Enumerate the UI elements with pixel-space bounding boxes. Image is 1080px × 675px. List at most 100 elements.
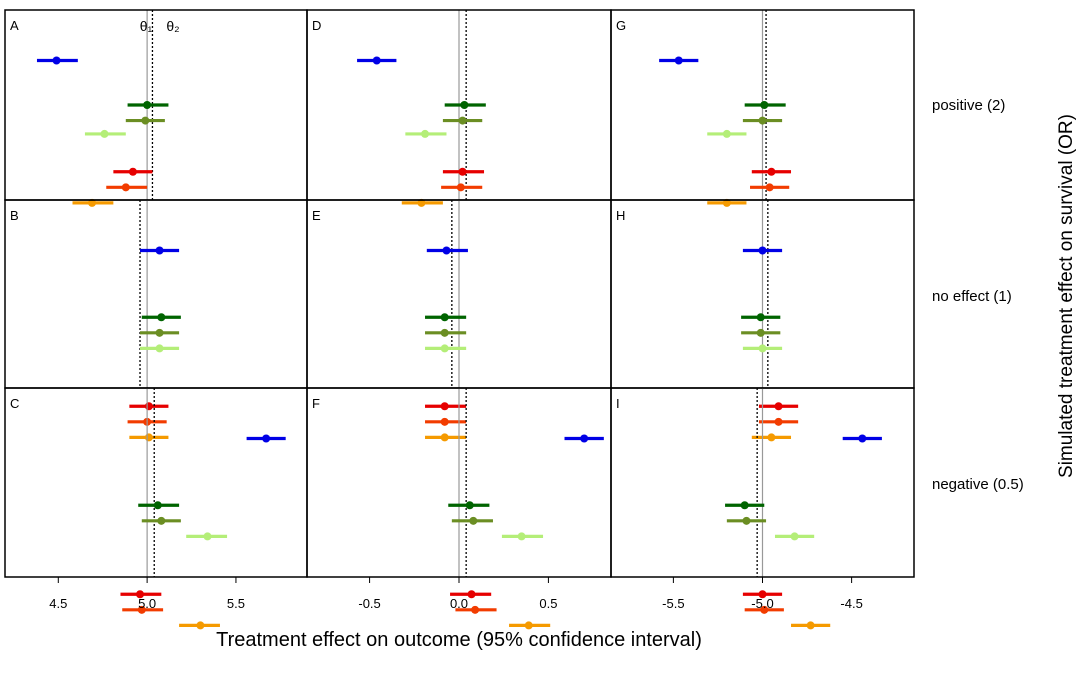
point-estimate-a-3 — [100, 129, 109, 138]
point-estimate-c-1 — [153, 501, 162, 510]
point-estimate-d-1 — [460, 101, 469, 109]
panel-frame — [4, 199, 308, 389]
point-estimate-i-4 — [758, 590, 767, 599]
point-estimate-g-1 — [760, 101, 769, 109]
panel-letter: I — [616, 396, 620, 411]
point-estimate-a-5 — [121, 183, 130, 192]
point-estimate-e-0 — [442, 246, 451, 255]
point-estimate-b-2 — [155, 328, 164, 337]
x-tick-label: -5.0 — [751, 596, 773, 611]
point-estimate-f-0 — [580, 434, 589, 443]
x-axes-layer: 4.5 5.0 5.5 -0.5 0.0 0.5 -5.5 -5.0 -4.5 — [49, 577, 863, 611]
point-estimate-h-4 — [774, 402, 783, 411]
panel-letter: H — [616, 208, 625, 223]
point-estimate-h-3 — [758, 344, 767, 353]
point-estimate-g-5 — [765, 183, 774, 192]
point-estimate-i-2 — [742, 516, 751, 525]
point-estimate-e-3 — [440, 344, 449, 353]
point-estimate-a-1 — [143, 101, 152, 109]
point-estimate-f-4 — [467, 590, 476, 599]
point-estimate-b-6 — [144, 433, 153, 442]
point-estimate-e-5 — [440, 417, 449, 426]
point-estimate-g-3 — [722, 129, 731, 138]
point-estimate-d-0 — [372, 56, 381, 65]
x-axis-col-2: -0.5 0.0 0.5 — [358, 577, 557, 611]
x-axis-title: Treatment effect on outcome (95% confide… — [216, 629, 702, 651]
point-estimate-e-4 — [440, 402, 449, 411]
point-estimate-b-1 — [157, 313, 166, 322]
panel-letter: G — [616, 18, 626, 33]
point-estimate-c-6 — [196, 621, 205, 630]
point-estimate-c-2 — [157, 516, 166, 525]
point-estimate-f-1 — [465, 501, 474, 510]
panel-letter: A — [10, 18, 19, 33]
point-estimate-c-4 — [136, 590, 145, 599]
point-estimate-e-1 — [440, 313, 449, 322]
point-estimate-h-0 — [758, 246, 767, 255]
point-estimate-h-2 — [756, 328, 765, 337]
point-estimate-f-6 — [524, 621, 533, 630]
point-estimate-a-4 — [128, 167, 137, 176]
x-tick-label: 5.5 — [227, 596, 245, 611]
point-estimate-b-4 — [144, 402, 153, 411]
point-estimate-b-3 — [155, 344, 164, 353]
point-estimate-i-3 — [790, 532, 799, 541]
point-estimate-g-0 — [674, 56, 683, 65]
point-estimate-d-6 — [417, 198, 426, 207]
x-tick-label: -4.5 — [840, 596, 862, 611]
panel-letter: F — [312, 396, 320, 411]
panels-layer: A B C D E F G H I — [4, 9, 915, 630]
panel-f: F — [306, 387, 612, 630]
point-estimate-f-5 — [471, 605, 480, 614]
point-estimate-e-6 — [440, 433, 449, 442]
panel-c: C — [4, 387, 308, 630]
x-axis-col-3: -5.5 -5.0 -4.5 — [662, 577, 863, 611]
x-tick-label: 5.0 — [138, 596, 156, 611]
point-estimate-a-0 — [52, 56, 61, 65]
row-label-no-effect: no effect (1) — [932, 288, 1012, 305]
point-estimate-g-2 — [758, 116, 767, 125]
point-estimate-i-6 — [806, 621, 815, 630]
panel-letter: C — [10, 396, 19, 411]
x-tick-label: 4.5 — [49, 596, 67, 611]
point-estimate-e-2 — [440, 328, 449, 337]
panel-b: B — [4, 199, 308, 442]
point-estimate-b-0 — [155, 246, 164, 255]
panel-d: D — [306, 9, 612, 207]
x-tick-label: -5.5 — [662, 596, 684, 611]
panel-h: H — [610, 199, 915, 442]
point-estimate-a-2 — [141, 116, 150, 125]
theta1-label: θ₁ — [140, 18, 153, 34]
point-estimate-d-3 — [421, 129, 430, 138]
x-tick-label: -0.5 — [358, 596, 380, 611]
point-estimate-c-3 — [203, 532, 212, 541]
theta2-label: θ₂ — [166, 18, 179, 34]
panel-letter: D — [312, 18, 321, 33]
point-estimate-i-0 — [858, 434, 867, 443]
point-estimate-f-3 — [517, 532, 526, 541]
point-estimate-d-2 — [458, 116, 467, 125]
point-estimate-h-6 — [767, 433, 776, 442]
point-estimate-i-5 — [760, 605, 769, 614]
point-estimate-g-4 — [767, 167, 776, 176]
panel-letter: E — [312, 208, 321, 223]
point-estimate-i-1 — [740, 501, 749, 510]
panel-frame — [4, 387, 308, 578]
point-estimate-h-1 — [756, 313, 765, 322]
y-axis-title: Simulated treatment effect on survival (… — [1056, 114, 1077, 478]
point-estimate-h-5 — [774, 417, 783, 426]
point-estimate-a-6 — [88, 198, 97, 207]
panel-a: A — [4, 9, 308, 207]
point-estimate-f-2 — [469, 516, 478, 525]
x-axis-col-1: 4.5 5.0 5.5 — [49, 577, 245, 611]
row-label-negative: negative (0.5) — [932, 476, 1024, 493]
panel-g: G — [610, 9, 915, 207]
panel-letter: B — [10, 208, 19, 223]
point-estimate-d-5 — [456, 183, 465, 192]
panel-i: I — [610, 387, 915, 630]
point-estimate-g-6 — [722, 198, 731, 207]
row-label-positive: positive (2) — [932, 97, 1005, 114]
point-estimate-d-4 — [458, 167, 467, 176]
point-estimate-c-5 — [137, 605, 146, 614]
